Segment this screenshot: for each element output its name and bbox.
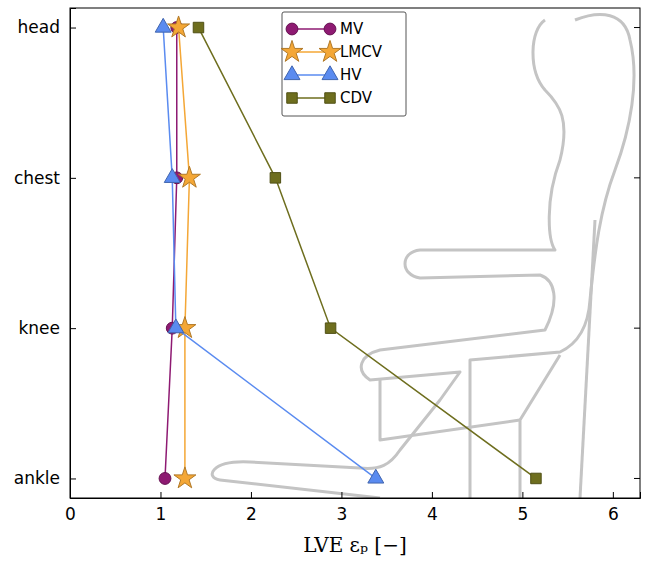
y-tick: head bbox=[18, 17, 76, 37]
y-tick-label: knee bbox=[18, 318, 60, 338]
x-tick-mark bbox=[251, 492, 252, 498]
legend-marker bbox=[322, 66, 338, 80]
silhouette bbox=[212, 15, 634, 498]
x-tick-label: 4 bbox=[427, 504, 438, 524]
series-marker bbox=[368, 469, 384, 483]
y-tick-mark bbox=[70, 328, 76, 329]
y-right-tick bbox=[634, 177, 640, 178]
x-tick-mark bbox=[613, 492, 614, 498]
x-tick: 1 bbox=[156, 492, 167, 524]
y-tick-label: chest bbox=[14, 168, 60, 188]
x-tick-label: 1 bbox=[156, 504, 167, 524]
series-marker bbox=[178, 166, 200, 187]
plot-frame bbox=[70, 8, 640, 498]
legend-label: CDV bbox=[340, 89, 373, 107]
legend: MV LMCV HV CDV bbox=[281, 12, 406, 116]
y-tick-label: ankle bbox=[14, 468, 60, 488]
y-right-tick bbox=[634, 478, 640, 479]
x-tick: 3 bbox=[337, 492, 348, 524]
y-axis: head chest knee ankle bbox=[14, 9, 76, 499]
series-line bbox=[163, 28, 376, 479]
y-right-tick bbox=[634, 328, 640, 329]
silhouette-line bbox=[520, 355, 560, 498]
y-tick-mark bbox=[70, 478, 76, 479]
x-tick-label: 0 bbox=[65, 504, 76, 524]
silhouette-line bbox=[580, 220, 595, 498]
legend-marker bbox=[281, 40, 303, 61]
legend-marker bbox=[319, 40, 341, 61]
series-marker bbox=[325, 323, 335, 333]
series-marker bbox=[164, 169, 180, 183]
x-tick-mark bbox=[522, 492, 523, 498]
series-marker bbox=[270, 173, 280, 183]
x-tick-label: 2 bbox=[246, 504, 257, 524]
y-tick: knee bbox=[18, 318, 76, 338]
y-right-ticks bbox=[634, 28, 640, 479]
legend-marker bbox=[325, 93, 335, 103]
series-marker bbox=[531, 473, 541, 483]
series-marker bbox=[193, 22, 203, 32]
x-tick: 2 bbox=[246, 492, 257, 524]
y-tick: chest bbox=[14, 168, 76, 188]
series-marker bbox=[159, 473, 171, 485]
series-line bbox=[179, 28, 190, 479]
x-tick-label: 6 bbox=[608, 504, 619, 524]
legend-label: MV bbox=[340, 20, 364, 38]
series-line bbox=[198, 28, 535, 479]
y-tick: ankle bbox=[14, 468, 76, 488]
series-marker bbox=[155, 18, 171, 32]
legend-label: HV bbox=[340, 66, 362, 84]
legend-marker bbox=[284, 66, 300, 80]
y-tick-label: head bbox=[18, 17, 60, 37]
y-axis-line bbox=[71, 9, 77, 499]
legend-marker bbox=[287, 93, 297, 103]
y-tick-mark bbox=[70, 178, 76, 179]
x-tick-label: 5 bbox=[517, 504, 528, 524]
x-tick: 5 bbox=[517, 492, 528, 524]
x-tick-mark bbox=[341, 492, 342, 498]
series-marker bbox=[168, 16, 190, 37]
y-right-tick bbox=[634, 27, 640, 28]
silhouette-line bbox=[380, 380, 520, 440]
x-tick-mark bbox=[160, 492, 161, 498]
x-axis-title: LVE εₚ [−] bbox=[303, 533, 406, 557]
x-tick-label: 3 bbox=[337, 504, 348, 524]
legend-box bbox=[282, 12, 406, 116]
x-tick: 6 bbox=[608, 492, 619, 524]
chart: 0 1 2 3 4 5 6 head chest knee ankle LVE εₚ [−] MV LMC… bbox=[0, 0, 647, 562]
x-tick-mark bbox=[432, 492, 433, 498]
silhouette-line bbox=[470, 15, 634, 498]
x-tick: 4 bbox=[427, 492, 438, 524]
series-marker bbox=[174, 467, 196, 488]
x-axis: 0 1 2 3 4 5 6 bbox=[65, 492, 640, 524]
legend-marker bbox=[324, 23, 336, 35]
legend-marker bbox=[286, 23, 298, 35]
y-tick-mark bbox=[70, 28, 76, 29]
legend-label: LMCV bbox=[340, 43, 383, 61]
series-marker bbox=[168, 319, 184, 333]
x-axis-line bbox=[71, 492, 641, 499]
